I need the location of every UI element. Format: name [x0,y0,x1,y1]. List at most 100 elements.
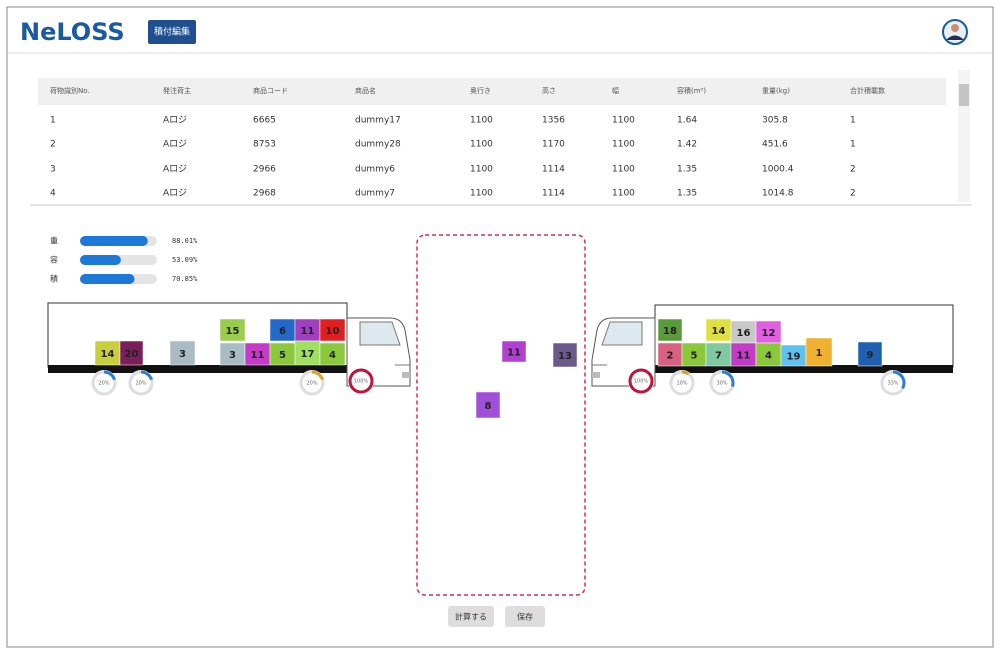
cargo-box[interactable] [501,340,527,363]
cargo-box-label[interactable]: 16 [737,328,751,339]
table-cell: 1100 [612,140,635,150]
indicator-bg [669,370,695,396]
table-cell: 2968 [253,189,276,199]
indicator-label: 20% [135,381,146,387]
cargo-box-label[interactable]: 4 [765,351,772,362]
table-cell: 2 [850,165,856,175]
cargo-box[interactable] [169,340,196,366]
table-cell: 2 [850,189,856,199]
table-cell: 1100 [612,189,635,199]
calculate-button[interactable] [448,606,494,627]
cargo-box[interactable] [805,337,833,367]
cargo-box-label[interactable]: 11 [301,326,315,337]
scroll-thumb[interactable] [959,84,969,106]
column-header: 容積(m³) [677,86,706,95]
table-cell: 4 [50,189,56,199]
save-button-label[interactable]: 保存 [517,612,533,622]
logo: NeLOSS [20,18,125,46]
cargo-box-label[interactable]: 11 [251,350,265,361]
cargo-box[interactable] [657,318,683,342]
cargo-box-label[interactable]: 7 [715,351,722,362]
cargo-box[interactable] [475,391,501,419]
cargo-box[interactable] [857,341,883,367]
table-cell: 1000.4 [762,165,794,175]
column-header: 奥行き [470,86,491,95]
staging-area[interactable] [416,234,586,596]
table-cell: 305.8 [762,116,788,126]
cargo-box-label[interactable]: 3 [179,349,186,360]
column-header: 商品コード [253,86,288,95]
column-header: 高さ [542,86,556,95]
cargo-box-label[interactable]: 2 [667,351,674,362]
gauge-value: 70.85% [172,275,198,283]
mode-button-label[interactable]: 積付編集 [154,26,190,38]
cargo-box[interactable] [319,318,346,342]
indicator-bg [709,370,735,396]
cargo-box-label[interactable]: 3 [229,350,236,361]
indicator-label: 10% [676,381,687,387]
column-header: 発注荷主 [163,86,191,95]
cargo-box-label[interactable]: 19 [787,352,801,363]
indicator-bg [91,370,117,396]
cargo-box-label[interactable]: 4 [329,350,336,361]
column-header: 幅 [612,86,619,95]
cargo-box[interactable] [319,342,346,366]
table-cell: Aロジ [163,165,187,175]
mode-button[interactable] [148,20,196,44]
table-cell: 1100 [612,165,635,175]
table-cell: 1.42 [677,140,697,150]
cargo-box[interactable] [119,340,144,366]
cargo-box-label[interactable]: 8 [485,401,492,412]
cargo-box[interactable] [294,340,321,366]
table-cell: Aロジ [163,116,187,126]
table-cell: 1170 [542,140,565,150]
indicator-bg [348,368,374,394]
cargo-box-label[interactable]: 11 [507,348,521,359]
cargo-box-label[interactable]: 5 [279,350,286,361]
save-button[interactable] [505,606,545,627]
table-cell: 1100 [470,140,493,150]
indicator-arc [128,370,154,396]
cargo-box-label[interactable]: 9 [867,350,874,361]
indicator-arc [348,368,374,394]
indicator-bg [299,370,325,396]
cargo-box-label[interactable]: 1 [816,348,823,359]
indicator-bg [880,370,906,396]
table-cell: 1100 [612,116,635,126]
indicator-arc [669,370,695,396]
indicator-label: 30% [716,381,727,387]
table-cell: 1114 [542,165,565,175]
cargo-box-label[interactable]: 17 [301,349,315,360]
indicator-label: 100% [354,379,369,385]
cargo-box-label[interactable]: 13 [558,351,572,362]
table-cell: 1100 [470,165,493,175]
cargo-box[interactable] [94,340,121,366]
calculate-button-label[interactable]: 計算する [455,612,487,622]
cargo-box-label[interactable]: 10 [326,326,340,337]
gauge-label: 積 [50,274,58,284]
gauge-value: 88.01% [172,237,198,245]
cargo-box-label[interactable]: 18 [663,326,677,337]
table-cell: 1100 [470,189,493,199]
cargo-box-label[interactable]: 14 [101,349,115,360]
avatar[interactable] [942,19,968,45]
cargo-box-label[interactable]: 14 [712,326,726,337]
cargo-box-label[interactable]: 20 [125,349,139,360]
table-cell: 1.64 [677,116,697,126]
table-cell: 1114 [542,189,565,199]
cargo-box-label[interactable]: 11 [737,351,751,362]
cargo-box-label[interactable]: 12 [762,328,776,339]
cargo-box[interactable] [219,318,246,342]
column-header: 荷物識別No. [50,86,90,95]
cargo-box-label[interactable]: 6 [279,326,286,337]
table-cell: 451.6 [762,140,788,150]
table-cell: Aロジ [163,189,187,199]
table-cell: dummy17 [355,116,401,126]
indicator-arc [299,370,325,396]
indicator-bg [128,370,154,396]
cargo-box-label[interactable]: 5 [691,351,698,362]
cargo-box[interactable] [552,342,578,368]
indicator-bg [628,368,654,394]
cargo-box-label[interactable]: 15 [226,326,240,337]
gauge-fill [80,255,121,265]
